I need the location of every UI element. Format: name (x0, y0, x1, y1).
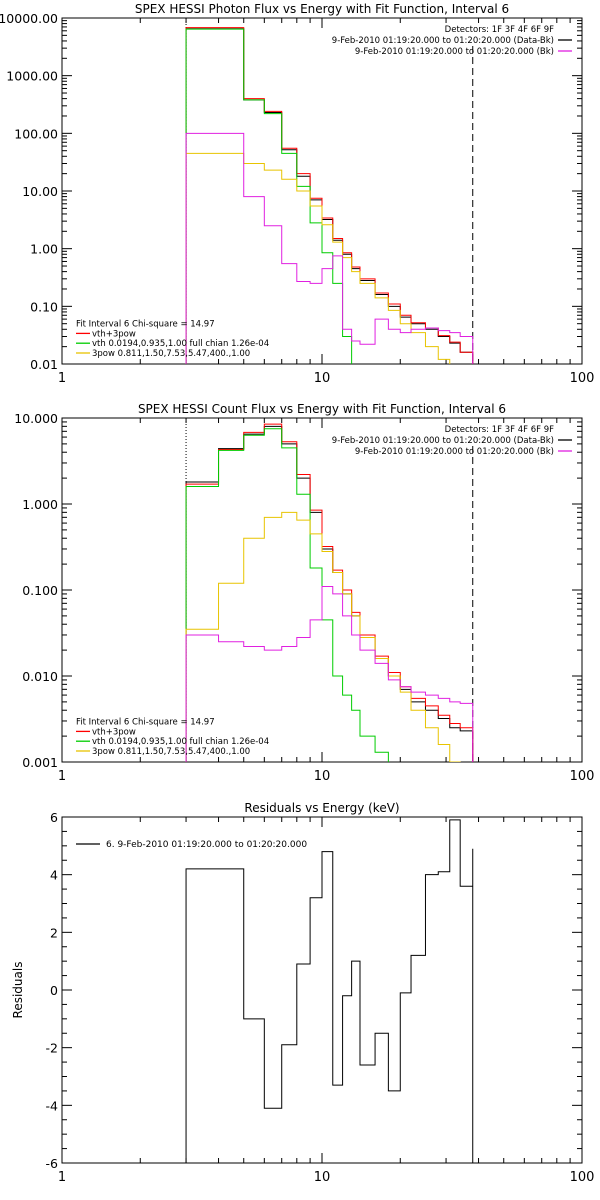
chart3-series-group (185, 819, 474, 1163)
chart3-x-tick-label: 100 (570, 1170, 595, 1185)
chart2-legend-bottom-entry: 3pow 0.811,1.50,7.53,5.47,400.,1.00 (92, 747, 250, 757)
chart1-plot-frame (61, 17, 583, 365)
chart3-x-tick-label: 10 (314, 1170, 331, 1185)
chart1-x-tick-label: 1 (58, 371, 66, 386)
chart3-y-tick-label: 4 (50, 868, 58, 883)
chart2-legend-bottom-entry: vth+3pow (92, 727, 136, 737)
chart1-y-tick-label: 10.00 (22, 184, 58, 199)
chart2-series-5-line (185, 585, 474, 762)
chart1-title: SPEX HESSI Photon Flux vs Energy with Fi… (135, 2, 509, 16)
chart1-x-tick-label: 10 (314, 371, 331, 386)
chart1-series-5-line (185, 132, 474, 364)
chart2-legend-bottom-entry: Fit Interval 6 Chi-square = 14.97 (76, 718, 215, 728)
chart1-series-group (185, 27, 474, 364)
chart1-legend-top-entry: Detectors: 1F 3F 4F 6F 9F (445, 25, 554, 35)
chart1-y-tick-label: 1.00 (30, 242, 58, 257)
chart2-series-4-line (185, 511, 461, 762)
chart1-legend-bottom-entry: 3pow 0.811,1.50,7.53,5.47,400.,1.00 (92, 349, 250, 359)
chart2-series-3-line (185, 428, 389, 762)
chart2-y-tick-label: 0.001 (22, 755, 58, 770)
chart1-legend-bottom-entry: vth+3pow (92, 329, 136, 339)
chart3-x-tick-label: 1 (58, 1170, 66, 1185)
chart2-x-tick-label: 1 (58, 769, 66, 784)
chart2-title: SPEX HESSI Count Flux vs Energy with Fit… (138, 402, 506, 416)
chart1-x-tick-label: 100 (570, 371, 595, 386)
chart3-y-tick-label: 0 (50, 983, 58, 998)
chart2-y-tick-label: 1.000 (22, 497, 58, 512)
chart2-series-group (185, 423, 474, 762)
chart2-legend-top-entry: 9-Feb-2010 01:19:20.000 to 01:20:20.000 … (332, 436, 554, 446)
chart2-y-tick-label: 10.000 (14, 411, 58, 426)
chart2-legend-top-entry: Detectors: 1F 3F 4F 6F 9F (445, 425, 554, 435)
chart3-legend-left-entry: 6. 9-Feb-2010 01:19:20.000 to 01:20:20.0… (106, 840, 307, 850)
chart1-legend-top-entry: 9-Feb-2010 01:19:20.000 to 01:20:20.000 … (332, 36, 554, 46)
chart2-x-tick-label: 100 (570, 769, 595, 784)
chart3-y-tick-label: -2 (46, 1041, 58, 1056)
chart1-legend-bottom-entry: Fit Interval 6 Chi-square = 14.97 (76, 320, 215, 330)
chart2-y-tick-label: 0.010 (22, 669, 58, 684)
chart2-x-tick-label: 10 (314, 769, 331, 784)
chart1-y-tick-label: 0.10 (30, 299, 58, 314)
chart3-title: Residuals vs Energy (keV) (244, 801, 399, 815)
chart3-y-axis-label: Residuals (11, 962, 25, 1019)
chart1-series-4-line (185, 152, 451, 364)
chart2-legend-top-entry: 9-Feb-2010 01:19:20.000 to 01:20:20.000 … (355, 447, 554, 457)
chart1-legend-top-entry: 9-Feb-2010 01:19:20.000 to 01:20:20.000 … (355, 47, 554, 57)
chart1-series-3-line (185, 28, 353, 364)
chart2-y-tick-label: 0.100 (22, 583, 58, 598)
chart3-y-tick-label: -6 (46, 1156, 59, 1171)
chart3-y-tick-label: -4 (46, 1098, 59, 1113)
chart1-y-tick-label: 0.01 (30, 357, 58, 372)
chart1-y-tick-label: 100.00 (14, 126, 58, 141)
chart1-y-tick-label: 10000.00 (0, 11, 58, 26)
chart1-legend-bottom-entry: vth 0.0194,0.935,1.00 full chian 1.26e-0… (92, 339, 269, 349)
chart2-legend-bottom-entry: vth 0.0194,0.935,1.00 full chian 1.26e-0… (92, 737, 269, 747)
chart3-y-tick-label: 2 (50, 925, 58, 940)
chart3-y-tick-label: 6 (50, 810, 58, 825)
chart3-series-1-line (185, 819, 474, 1163)
chart1-y-tick-label: 1000.00 (6, 69, 58, 84)
